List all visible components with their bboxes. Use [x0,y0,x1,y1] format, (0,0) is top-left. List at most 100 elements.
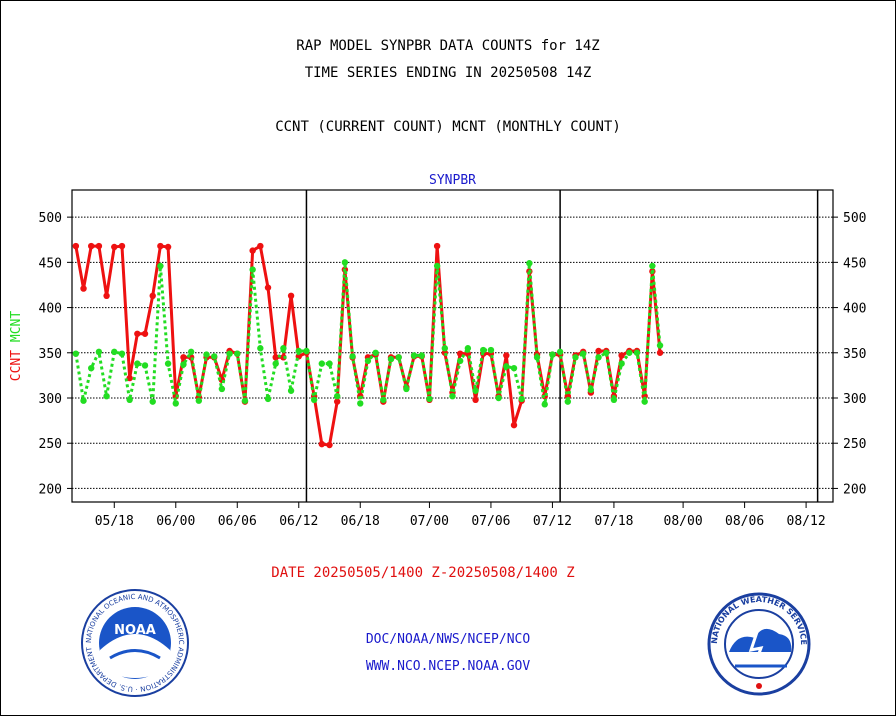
y-axis-label: CCNT MCNT [9,311,24,382]
org-line: DOC/NOAA/NWS/NCEP/NCO [365,632,531,647]
data-point-mcnt [103,392,110,400]
data-point-mcnt [387,355,395,363]
data-point-mcnt [341,259,349,266]
data-point-mcnt [226,350,233,357]
chart-title-line2: TIME SERIES ENDING IN 20250508 14Z [304,65,592,81]
data-point-mcnt [433,262,441,270]
data-point-mcnt [564,398,572,405]
data-point-ccnt [257,242,264,250]
data-point-mcnt [180,361,187,368]
x-tick-label: 07/18 [594,514,633,529]
data-point-mcnt [610,396,618,404]
data-point-mcnt [295,347,302,355]
data-point-mcnt [187,348,195,356]
data-point-ccnt [287,292,295,300]
data-point-mcnt [641,398,648,405]
data-point-mcnt [464,345,472,352]
data-point-mcnt [449,392,456,400]
data-point-ccnt [164,243,172,251]
chart-title-line1: RAP MODEL SYNPBR DATA COUNTS for 14Z [296,38,600,54]
data-point-ccnt [318,440,326,448]
y-tick-label-right: 500 [843,211,866,226]
data-point-ccnt [141,330,149,337]
data-point-mcnt [418,352,425,359]
nws-logo: NATIONAL WEATHER SERVICE [707,592,811,696]
data-point-mcnt [195,397,203,404]
y-tick-label-right: 250 [843,437,866,452]
x-tick-label: 07/00 [410,514,449,529]
data-point-mcnt [333,392,341,400]
data-point-mcnt [249,266,256,273]
x-tick-label: 07/06 [471,514,510,529]
y-tick-label-left: 450 [39,256,62,271]
data-point-ccnt [103,292,110,300]
data-point-ccnt [264,284,272,291]
data-point-mcnt [626,349,633,356]
data-point-ccnt [180,354,187,361]
date-range-label: DATE 20250505/1400 Z-20250508/1400 Z [271,565,575,581]
x-tick-label: 08/00 [664,514,703,529]
data-point-mcnt [426,395,433,403]
data-point-mcnt [264,395,272,403]
y-tick-label-left: 200 [39,482,62,497]
data-point-ccnt [149,292,156,300]
plot-title: SYNPBR [429,173,476,188]
data-point-mcnt [272,360,279,367]
data-point-ccnt [472,396,479,404]
data-point-ccnt [72,242,80,250]
y-tick-label-left: 350 [39,347,62,362]
data-point-mcnt [372,349,379,356]
x-tick-label: 08/12 [787,514,826,529]
data-point-mcnt [618,360,625,367]
data-point-ccnt [111,243,118,251]
data-point-ccnt [249,247,256,254]
data-point-ccnt [118,242,126,250]
data-point-mcnt [88,364,95,372]
data-point-mcnt [633,349,641,356]
data-point-mcnt [572,354,579,361]
data-point-mcnt [364,357,372,365]
data-point-mcnt [211,353,218,360]
data-point-mcnt [541,401,548,408]
data-point-ccnt [126,374,133,382]
x-tick-label: 06/12 [279,514,318,529]
data-point-mcnt [141,362,149,369]
data-point-mcnt [526,260,533,267]
data-point-ccnt [433,242,441,250]
data-point-mcnt [556,348,564,356]
data-point-mcnt [134,360,141,367]
data-point-ccnt [595,347,602,355]
data-point-ccnt [656,349,664,356]
data-point-mcnt [172,400,179,407]
y-tick-label-right: 200 [843,482,866,497]
data-point-ccnt [272,354,279,361]
y-tick-label-right: 450 [843,256,866,271]
website-link[interactable]: WWW.NCO.NCEP.NOAA.GOV [365,659,531,674]
data-point-mcnt [380,396,387,404]
data-point-mcnt [241,397,249,404]
plot-frame [71,189,834,503]
data-point-ccnt [88,242,95,250]
data-point-mcnt [157,262,164,270]
y-tick-label-left: 250 [39,437,62,452]
data-point-ccnt [280,354,287,361]
data-point-mcnt [111,348,118,356]
data-point-ccnt [503,352,510,359]
data-point-mcnt [318,360,326,367]
data-point-mcnt [518,395,525,403]
data-point-mcnt [456,357,464,365]
data-point-ccnt [95,242,103,250]
y-tick-label-right: 300 [843,392,866,407]
chart-subtitle: CCNT (CURRENT COUNT) MCNT (MONTHLY COUNT… [275,119,621,135]
data-point-ccnt [80,285,87,292]
data-point-mcnt [503,363,510,370]
data-point-mcnt [257,345,264,352]
data-point-mcnt [218,385,226,393]
data-point-mcnt [656,342,664,349]
data-point-ccnt [134,330,141,337]
data-point-mcnt [80,397,87,404]
data-point-mcnt [472,387,479,394]
data-point-mcnt [287,387,295,394]
data-point-mcnt [126,396,133,404]
